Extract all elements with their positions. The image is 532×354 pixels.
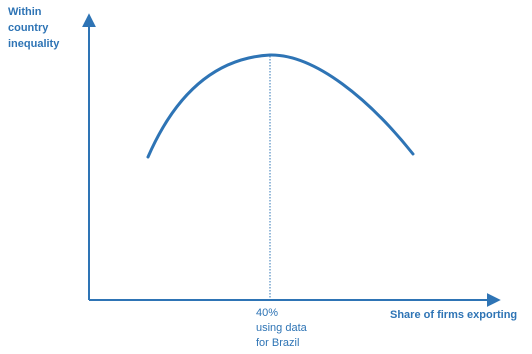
peak-annotation-line: using data [256,322,307,334]
peak-annotation: 40% using data for Brazil [256,306,307,351]
y-axis-label: Within country inequality [8,4,88,52]
inequality-curve [146,53,415,159]
y-axis-label-line: country [8,22,49,34]
y-axis-label-line: Within [8,6,42,18]
x-axis-label: Share of firms exporting [390,309,518,321]
y-axis-label-line: inequality [8,38,60,50]
peak-annotation-line: for Brazil [256,337,300,349]
peak-annotation-line: 40% [256,307,279,319]
